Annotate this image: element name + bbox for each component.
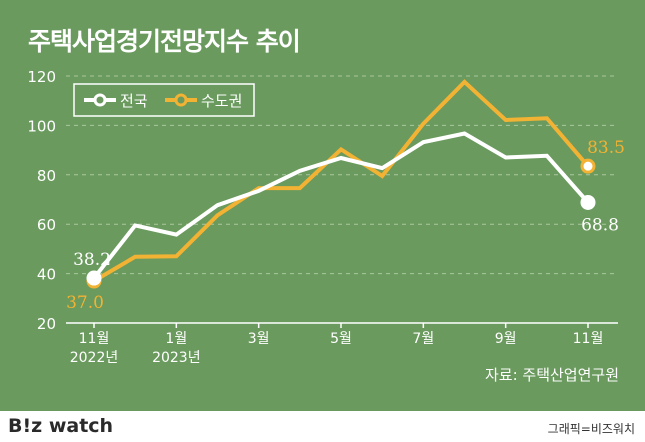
data-label: 68.8 — [581, 215, 619, 235]
source-note: 자료: 주택산업연구원 — [484, 366, 619, 384]
x-tick-year-label: 2022년 — [70, 350, 119, 366]
data-label: 37.0 — [66, 293, 104, 313]
brand-logo: B!z watch — [8, 415, 114, 437]
legend-box — [73, 83, 255, 117]
x-tick-label: 11월 — [79, 331, 110, 347]
data-label: 38.2 — [73, 250, 111, 270]
footer-bar: B!z watch 그래픽=비즈워치 — [0, 411, 645, 442]
data-label: 83.5 — [587, 138, 625, 158]
graphic-credit: 그래픽=비즈워치 — [547, 422, 635, 436]
data-point-marker — [580, 158, 596, 174]
y-tick-label: 100 — [27, 117, 56, 135]
x-tick-label: 1월 — [165, 331, 187, 347]
legend-marker — [174, 93, 188, 107]
x-tick-label: 5월 — [330, 331, 352, 347]
x-tick-label: 7월 — [412, 331, 434, 347]
legend-marker — [93, 93, 107, 107]
series-line-capital — [92, 79, 590, 283]
x-tick-year-label: 2023년 — [152, 350, 201, 366]
x-tick-label: 9월 — [495, 331, 517, 347]
x-tick-label: 11월 — [573, 331, 604, 347]
y-tick-label: 60 — [37, 216, 56, 234]
data-point-marker — [86, 270, 102, 286]
data-point-marker — [580, 194, 596, 210]
legend-label: 수도권 — [201, 92, 242, 110]
chart-title: 주택사업경기전망지수 추이 — [28, 27, 301, 56]
y-tick-label: 20 — [37, 315, 56, 333]
y-tick-label: 120 — [27, 68, 56, 86]
series-line-national — [92, 131, 590, 280]
y-tick-label: 80 — [37, 167, 56, 185]
x-tick-label: 3월 — [248, 331, 270, 347]
legend-label: 전국 — [120, 92, 148, 110]
y-tick-label: 40 — [37, 266, 56, 284]
line-chart: 20 40 60 80 100 120 11월 2022년 1월 2023년 3월 5월 7월 9월 11월… — [27, 68, 625, 366]
